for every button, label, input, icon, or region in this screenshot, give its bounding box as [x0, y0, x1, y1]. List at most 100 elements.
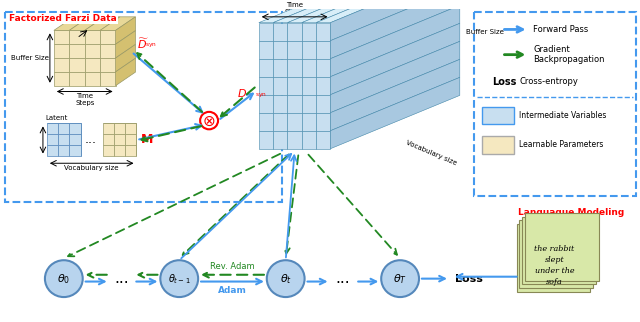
- Polygon shape: [70, 146, 81, 156]
- Text: $_{\rm syn}$: $_{\rm syn}$: [145, 42, 157, 51]
- Polygon shape: [116, 44, 136, 72]
- Polygon shape: [84, 44, 100, 58]
- Text: Vocabulary size: Vocabulary size: [405, 139, 458, 166]
- Polygon shape: [330, 77, 460, 149]
- Text: Vocabulary size: Vocabulary size: [65, 165, 119, 171]
- Polygon shape: [259, 77, 273, 95]
- Polygon shape: [116, 17, 136, 44]
- Text: ...: ...: [335, 271, 349, 286]
- Polygon shape: [69, 72, 84, 86]
- Polygon shape: [47, 146, 58, 156]
- Polygon shape: [100, 44, 116, 58]
- Text: the rabbit
slept
under the
sofa: the rabbit slept under the sofa: [534, 245, 575, 286]
- Polygon shape: [259, 41, 273, 59]
- Text: $\widetilde{D}$: $\widetilde{D}$: [138, 36, 149, 52]
- Polygon shape: [259, 113, 273, 131]
- Polygon shape: [287, 95, 302, 113]
- Polygon shape: [316, 23, 330, 41]
- Text: Time
Steps: Time Steps: [285, 2, 305, 15]
- Circle shape: [200, 112, 218, 129]
- FancyBboxPatch shape: [522, 217, 596, 284]
- Polygon shape: [125, 124, 136, 135]
- Polygon shape: [302, 77, 316, 95]
- Polygon shape: [84, 58, 100, 72]
- Polygon shape: [69, 44, 84, 58]
- Polygon shape: [58, 124, 70, 135]
- Polygon shape: [316, 113, 330, 131]
- Polygon shape: [102, 124, 114, 135]
- Polygon shape: [273, 0, 417, 23]
- Polygon shape: [54, 72, 69, 86]
- Polygon shape: [70, 124, 81, 135]
- Polygon shape: [273, 77, 287, 95]
- Polygon shape: [287, 59, 302, 77]
- Polygon shape: [259, 131, 273, 149]
- Polygon shape: [84, 17, 120, 30]
- Polygon shape: [114, 124, 125, 135]
- Polygon shape: [100, 30, 116, 44]
- Polygon shape: [316, 0, 460, 23]
- Polygon shape: [330, 41, 460, 113]
- FancyBboxPatch shape: [482, 107, 513, 125]
- Polygon shape: [273, 41, 287, 59]
- Circle shape: [267, 260, 305, 297]
- Polygon shape: [69, 17, 104, 30]
- Polygon shape: [84, 72, 100, 86]
- Polygon shape: [273, 59, 287, 77]
- Polygon shape: [54, 17, 89, 30]
- Text: Latent: Latent: [45, 115, 67, 120]
- Text: Latent: Latent: [91, 22, 113, 27]
- Polygon shape: [287, 77, 302, 95]
- Polygon shape: [100, 72, 116, 86]
- Polygon shape: [114, 135, 125, 146]
- Polygon shape: [302, 131, 316, 149]
- Polygon shape: [116, 58, 136, 86]
- FancyBboxPatch shape: [525, 213, 599, 280]
- Polygon shape: [102, 135, 114, 146]
- Polygon shape: [58, 135, 70, 146]
- Polygon shape: [259, 23, 273, 41]
- Polygon shape: [125, 135, 136, 146]
- Polygon shape: [116, 31, 136, 58]
- Polygon shape: [100, 17, 136, 30]
- Polygon shape: [47, 135, 58, 146]
- FancyBboxPatch shape: [520, 221, 593, 288]
- FancyBboxPatch shape: [482, 136, 513, 154]
- Circle shape: [45, 260, 83, 297]
- Polygon shape: [125, 146, 136, 156]
- Polygon shape: [330, 59, 460, 131]
- Polygon shape: [302, 0, 445, 23]
- Text: Cross-entropy: Cross-entropy: [520, 77, 579, 86]
- Text: Loss: Loss: [455, 274, 483, 284]
- Text: M: M: [140, 134, 153, 147]
- Text: $_{\rm syn}$: $_{\rm syn}$: [255, 91, 267, 100]
- Polygon shape: [58, 146, 70, 156]
- Text: Learnable Parameters: Learnable Parameters: [520, 140, 604, 149]
- Text: Loss: Loss: [492, 77, 516, 87]
- Polygon shape: [273, 131, 287, 149]
- Polygon shape: [330, 0, 460, 41]
- Text: $D$: $D$: [237, 88, 247, 99]
- Polygon shape: [259, 95, 273, 113]
- Text: $\theta_{t-1}$: $\theta_{t-1}$: [168, 272, 191, 286]
- Polygon shape: [316, 41, 330, 59]
- Polygon shape: [302, 59, 316, 77]
- Text: $\theta_T$: $\theta_T$: [393, 272, 407, 286]
- Polygon shape: [259, 59, 273, 77]
- Polygon shape: [273, 23, 287, 41]
- Text: Gradient
Backpropagation: Gradient Backpropagation: [533, 45, 605, 64]
- Polygon shape: [259, 0, 403, 23]
- Polygon shape: [54, 30, 69, 44]
- Polygon shape: [84, 30, 100, 44]
- Text: $\otimes$: $\otimes$: [202, 114, 216, 128]
- Polygon shape: [316, 59, 330, 77]
- Text: ...: ...: [114, 271, 129, 286]
- Polygon shape: [302, 95, 316, 113]
- Polygon shape: [114, 146, 125, 156]
- Polygon shape: [316, 77, 330, 95]
- Text: Adam: Adam: [218, 286, 247, 295]
- Polygon shape: [273, 113, 287, 131]
- Text: Rev. Adam: Rev. Adam: [210, 262, 255, 271]
- Polygon shape: [302, 113, 316, 131]
- Polygon shape: [54, 58, 69, 72]
